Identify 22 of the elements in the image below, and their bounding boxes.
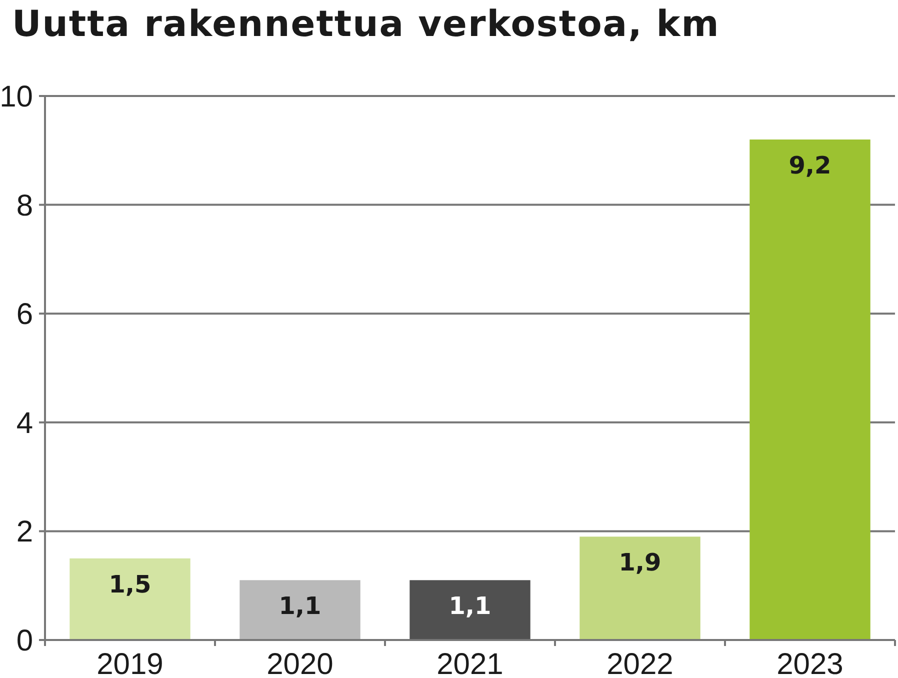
- bar: [750, 140, 870, 640]
- data-label: 1,1: [278, 592, 322, 620]
- y-tick-label: 8: [16, 189, 33, 222]
- x-tick-label: 2022: [606, 648, 674, 678]
- bar: [70, 558, 190, 640]
- bar: [240, 580, 360, 640]
- bar: [580, 536, 700, 640]
- x-tick-label: 2021: [436, 648, 504, 678]
- bar: [410, 580, 530, 640]
- y-tick-label: 4: [16, 406, 33, 440]
- x-tick-label: 2019: [96, 648, 164, 678]
- chart-title: Uutta rakennettua verkostoa, km: [12, 4, 720, 45]
- data-label: 1,9: [618, 548, 662, 577]
- data-label: 1,1: [448, 592, 492, 620]
- data-label: 9,2: [788, 152, 832, 180]
- y-tick-label: 0: [16, 624, 33, 658]
- x-tick-label: 2020: [266, 648, 334, 678]
- data-label: 1,5: [108, 570, 152, 598]
- y-tick-label: 6: [16, 298, 33, 332]
- y-tick-label: 10: [0, 80, 33, 114]
- x-tick-label: 2023: [776, 648, 844, 678]
- y-tick-label: 2: [16, 516, 33, 549]
